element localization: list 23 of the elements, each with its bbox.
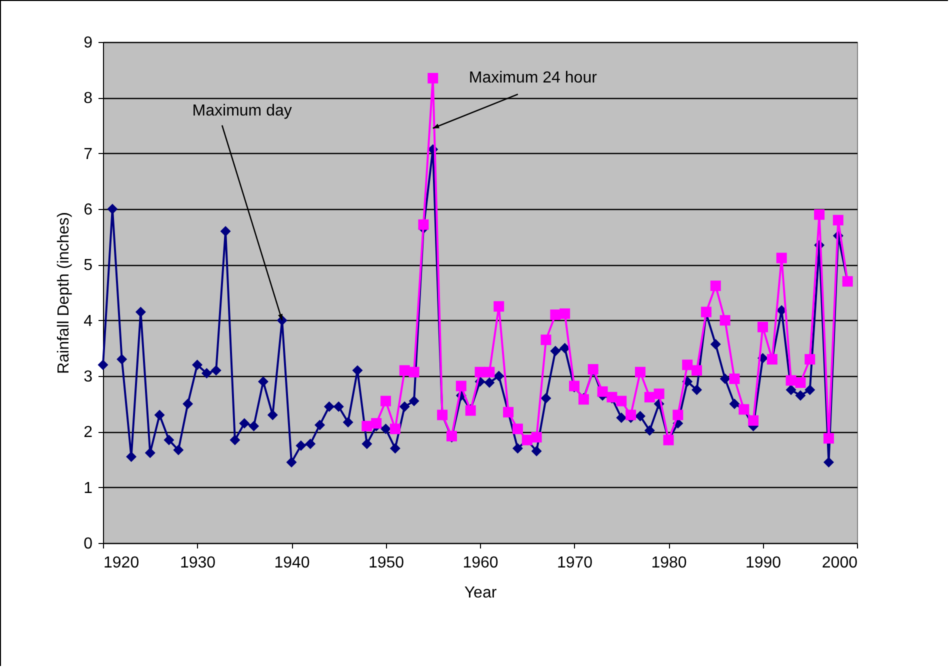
y-tick-label: 6: [84, 202, 93, 218]
x-tick-label: 1950: [368, 554, 404, 572]
y-tick-label: 8: [84, 90, 93, 108]
y-tick-label: 9: [84, 34, 93, 52]
y-tick-label: 2: [84, 424, 93, 442]
x-tick-label: 1920: [104, 554, 140, 572]
y-tick-label: 4: [84, 312, 93, 330]
y-tick-label: 0: [84, 536, 93, 552]
x-tick-label: 1940: [274, 554, 310, 572]
x-axis-title: Year: [464, 584, 498, 602]
annotation: Maximum day: [192, 102, 292, 120]
x-tick-label: 1970: [556, 554, 593, 572]
y-tick-label: 1: [84, 480, 93, 497]
x-tick-label: 1990: [745, 554, 782, 572]
y-tick-label: 5: [84, 257, 93, 274]
x-tick-label: 2000: [822, 554, 858, 572]
y-tick-label: 7: [84, 146, 93, 163]
x-tick-label: 1980: [651, 554, 687, 572]
y-axis-title: Rainfall Depth (inches): [56, 212, 73, 374]
y-tick-label: 3: [84, 368, 93, 386]
x-tick-label: 1960: [462, 554, 498, 572]
x-tick-label: 1930: [180, 554, 216, 572]
annotation: Maximum 24 hour: [468, 69, 598, 86]
